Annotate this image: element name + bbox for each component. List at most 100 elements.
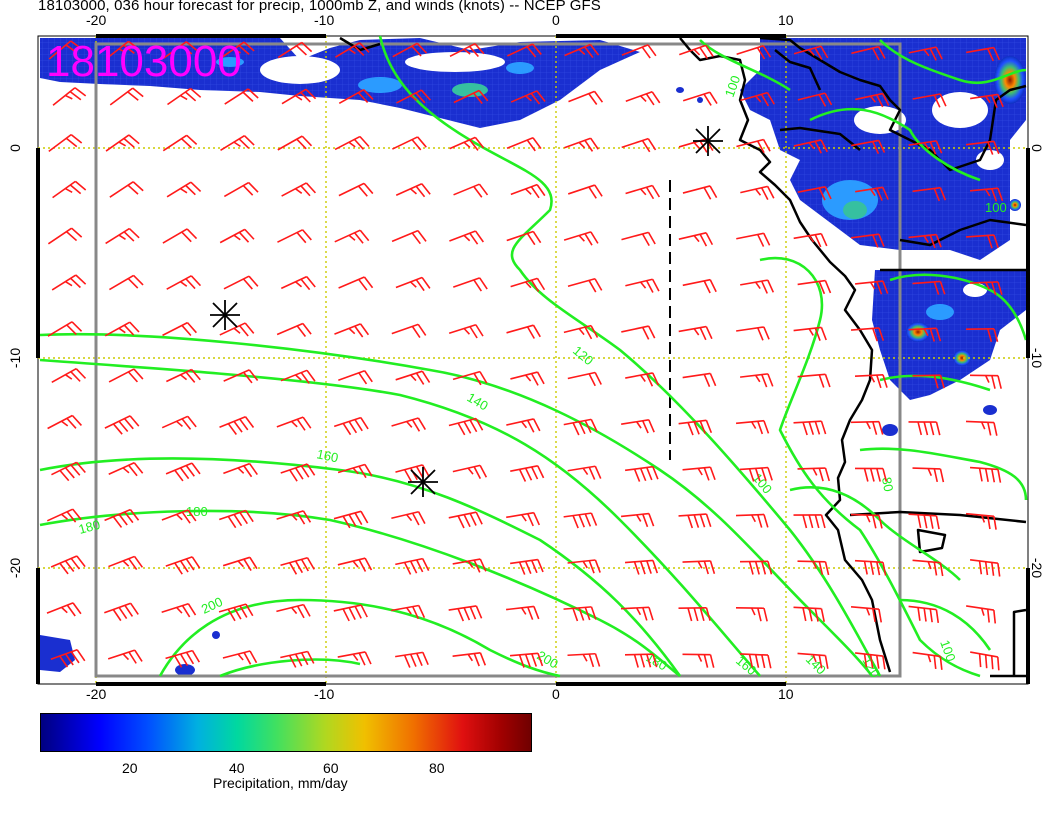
contour-label: 160 (315, 446, 339, 465)
colorbar-label: Precipitation, mm/day (213, 775, 348, 791)
wind-barb (391, 229, 427, 245)
wind-barb (679, 44, 714, 59)
wind-barb (510, 277, 546, 293)
wind-barb (908, 327, 942, 342)
wind-barb (965, 328, 999, 343)
wind-barb (506, 43, 542, 58)
left-tick: -20 (7, 557, 23, 579)
wind-barb (161, 602, 197, 618)
wind-barb (510, 558, 544, 575)
wind-barb (391, 604, 426, 620)
contour-label: 100 (937, 638, 959, 664)
wind-barb (218, 603, 254, 622)
wind-barb (219, 415, 255, 435)
wind-barb (277, 135, 313, 151)
wind-barb (625, 278, 660, 293)
wind-barb (333, 604, 368, 622)
wind-barb (969, 466, 1002, 483)
wind-barb (452, 370, 488, 386)
wind-barb (51, 367, 87, 384)
wind-barb (104, 415, 140, 435)
wind-barb (851, 139, 886, 155)
wind-barb (281, 182, 317, 197)
wind-barb (334, 323, 370, 338)
map-title: 18103000, 036 hour forecast for precip, … (38, 0, 601, 14)
wind-barb (850, 420, 884, 435)
top-tick: 10 (778, 12, 794, 28)
wind-barb (280, 650, 315, 668)
wind-barb (850, 606, 883, 623)
wind-barb (908, 233, 942, 249)
wind-barb (333, 416, 369, 436)
contour-label: 180 (644, 650, 670, 674)
wind-barb (739, 560, 773, 575)
wind-barb (453, 277, 488, 292)
left-tick: -10 (7, 347, 23, 369)
wind-barb (48, 40, 83, 60)
wind-barb (334, 135, 370, 151)
wind-barb (223, 369, 259, 384)
wind-barb (621, 231, 656, 247)
wind-barb (280, 275, 316, 291)
left-tick: 0 (7, 144, 23, 152)
wind-barb (395, 370, 431, 385)
wind-barb (797, 467, 831, 482)
wind-barb (793, 326, 827, 341)
wind-barb (50, 648, 86, 668)
wind-barb (337, 557, 373, 572)
wind-barb (793, 606, 825, 623)
wind-barb (506, 511, 541, 527)
wind-barb (793, 514, 826, 529)
precipitation-colorbar (40, 713, 532, 752)
wind-barb (797, 92, 833, 107)
wind-barb (276, 416, 312, 431)
wind-barb (161, 509, 197, 524)
wind-barb (625, 372, 660, 387)
wind-barb (276, 603, 311, 619)
wind-barb (166, 368, 201, 383)
precipitation-areas (40, 38, 1026, 676)
wind-barb (736, 232, 771, 247)
wind-barb (966, 140, 1000, 155)
wind-barb (850, 327, 885, 342)
wind-barb (682, 91, 718, 106)
wind-barb (855, 186, 889, 201)
wind-barb (850, 513, 883, 529)
wind-barb (506, 230, 542, 246)
wind-barb (223, 462, 258, 478)
wind-barb (222, 556, 258, 571)
wind-barb (682, 372, 717, 387)
wind-barb (338, 88, 374, 105)
wind-barb (625, 91, 661, 106)
contour-label: 200 (535, 648, 561, 672)
domain-box (94, 42, 902, 678)
contour-label: 200 (199, 594, 225, 617)
wind-barb (334, 229, 370, 244)
wind-barb (395, 651, 429, 668)
wind-barb (449, 136, 485, 151)
wind-barb (167, 87, 202, 106)
wind-barb (338, 369, 373, 385)
wind-barb (510, 465, 545, 482)
wind-barb (449, 42, 485, 58)
wind-barb (448, 323, 484, 339)
wind-barb (337, 651, 372, 666)
wind-barb (621, 419, 655, 434)
wind-barb (224, 88, 259, 105)
wind-barb (395, 464, 430, 482)
wind-barb (682, 653, 715, 668)
bottom-tick: 10 (778, 686, 794, 702)
colorbar-tick: 80 (429, 760, 445, 776)
wind-barb (510, 90, 546, 105)
wind-barb (219, 228, 255, 244)
wind-barb (564, 43, 600, 59)
wind-barb (448, 417, 484, 436)
map-frame (37, 35, 1029, 685)
wind-barb (851, 45, 886, 61)
wind-barb (620, 512, 655, 528)
wind-barb (50, 555, 86, 575)
wind-barb (797, 652, 829, 669)
wind-barb (165, 556, 201, 575)
wind-barb (107, 649, 143, 664)
wind-barb (908, 605, 940, 624)
